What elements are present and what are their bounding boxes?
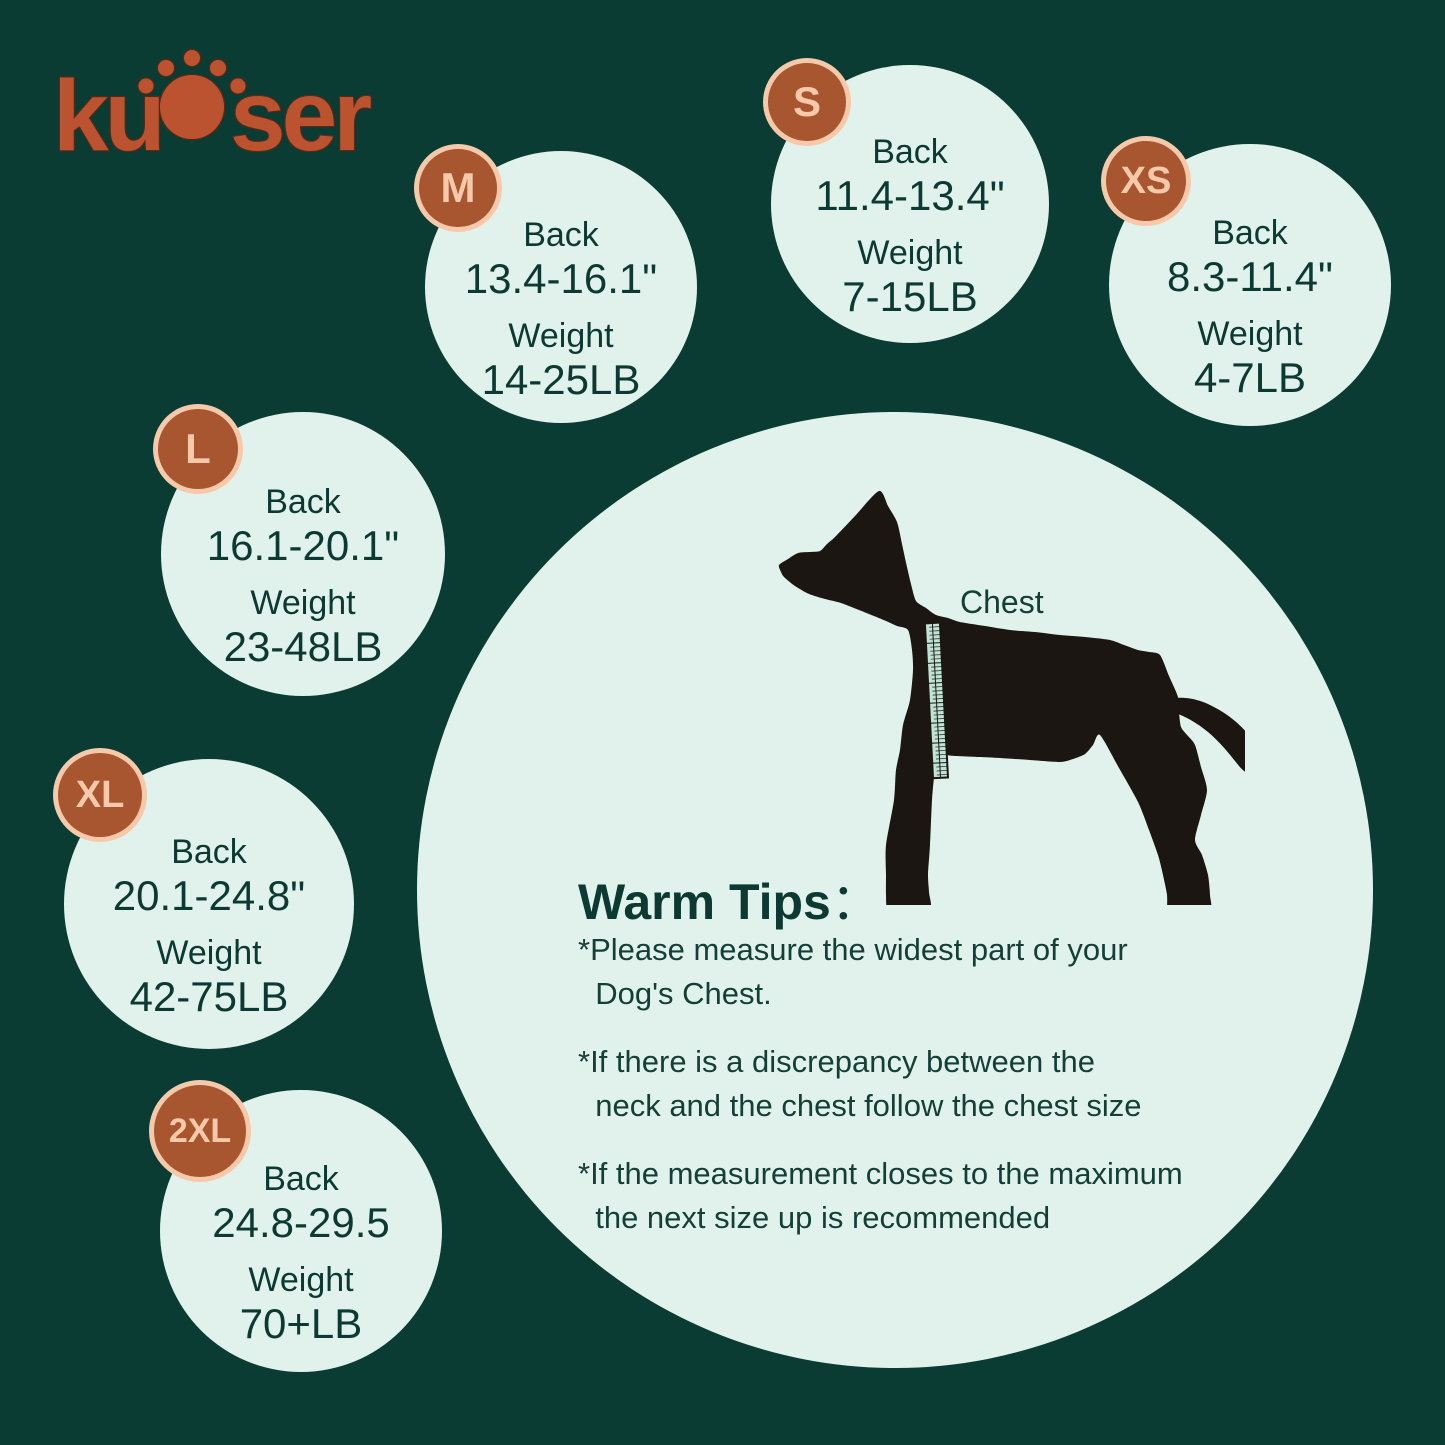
svg-text:ku: ku [53,60,162,172]
svg-text:Chest: Chest [960,584,1044,620]
svg-text:ser: ser [230,60,371,172]
